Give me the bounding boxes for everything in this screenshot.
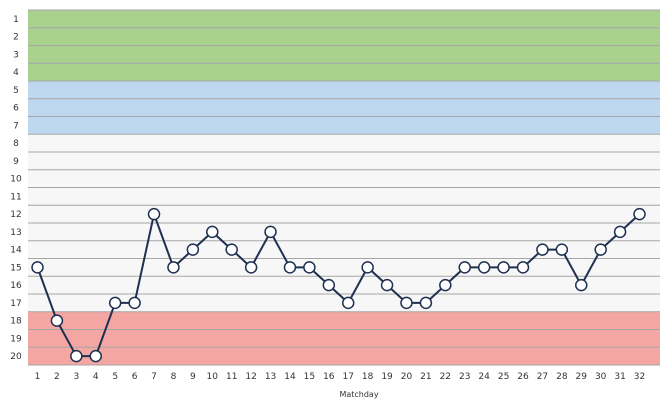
grid-lines (28, 9, 660, 366)
x-tick-label: 1 (35, 372, 41, 382)
data-point (613, 225, 627, 239)
data-point (70, 349, 83, 363)
data-point (128, 296, 141, 310)
data-point (244, 261, 258, 274)
x-tick-label: 29 (576, 372, 588, 382)
x-tick-label: 5 (112, 372, 118, 382)
x-tick-label: 24 (478, 372, 490, 382)
data-point (555, 243, 569, 256)
data-point (341, 296, 355, 310)
x-tick-label: 3 (73, 372, 79, 382)
data-point (147, 207, 161, 221)
y-tick-label: 3 (13, 50, 19, 60)
y-tick-label: 6 (13, 104, 19, 114)
data-point (477, 261, 491, 274)
y-tick-label: 9 (13, 157, 19, 167)
y-tick-label: 8 (13, 139, 19, 149)
y-tick-label: 11 (10, 192, 21, 202)
y-tick-label: 19 (10, 334, 22, 344)
x-tick-label: 2 (54, 372, 60, 382)
y-tick-label: 18 (10, 317, 22, 327)
y-tick-label: 14 (10, 246, 22, 256)
y-tick-label: 2 (13, 33, 19, 43)
x-tick-label: 30 (595, 372, 607, 382)
data-point (400, 296, 413, 310)
x-tick-label: 28 (556, 372, 568, 382)
data-point (361, 261, 374, 274)
x-tick-label: 32 (634, 372, 645, 382)
y-tick-label: 15 (10, 263, 21, 273)
x-tick-label: 14 (284, 372, 296, 382)
x-tick-label: 22 (440, 372, 451, 382)
x-tick-label: 21 (420, 372, 431, 382)
data-point (167, 261, 180, 274)
data-point (633, 207, 646, 221)
y-tick-label: 1 (13, 15, 19, 25)
data-point (225, 243, 238, 256)
data-point (516, 261, 530, 274)
x-axis-ticks: 1 2 3 4 5 6 7 8 9 10 11 12 13 14 15 16 17 18 19 20 21 22 23 24 2… (35, 372, 646, 382)
data-point (108, 296, 122, 310)
x-tick-label: 4 (93, 372, 99, 382)
data-point (594, 243, 607, 256)
data-points (31, 207, 646, 363)
y-tick-label: 4 (13, 68, 19, 78)
data-point (303, 261, 316, 274)
data-point (206, 225, 219, 239)
x-tick-label: 12 (245, 372, 256, 382)
data-point (575, 278, 588, 292)
x-tick-label: 16 (323, 372, 335, 382)
x-tick-label: 31 (614, 372, 625, 382)
x-tick-label: 11 (226, 372, 237, 382)
x-tick-label: 9 (190, 372, 196, 382)
y-tick-label: 5 (13, 86, 19, 96)
x-axis-label: Matchday (339, 390, 378, 399)
data-point (186, 243, 200, 256)
y-tick-label: 12 (10, 210, 21, 220)
y-tick-label: 7 (13, 121, 19, 131)
x-tick-label: 15 (304, 372, 315, 382)
x-tick-label: 18 (362, 372, 374, 382)
y-tick-label: 20 (10, 352, 22, 362)
x-tick-label: 27 (537, 372, 548, 382)
y-tick-label: 17 (10, 299, 21, 309)
x-tick-label: 13 (265, 372, 276, 382)
x-tick-label: 8 (171, 372, 177, 382)
zone-band-2 (28, 81, 660, 135)
data-point (50, 314, 64, 327)
data-point (419, 296, 433, 310)
x-tick-label: 17 (342, 372, 353, 382)
x-tick-label: 19 (381, 372, 393, 382)
data-point (264, 225, 277, 239)
data-point (380, 278, 394, 292)
x-tick-label: 6 (132, 372, 138, 382)
y-tick-label: 13 (10, 228, 21, 238)
x-tick-label: 23 (459, 372, 470, 382)
data-point (458, 261, 471, 274)
zone-band-4 (28, 311, 660, 365)
data-point (536, 243, 549, 256)
y-tick-label: 16 (10, 281, 22, 291)
data-point (497, 261, 510, 274)
data-point (283, 261, 297, 274)
x-tick-label: 26 (517, 372, 529, 382)
x-tick-label: 20 (401, 372, 413, 382)
y-tick-label: 10 (10, 175, 22, 185)
data-point (439, 278, 452, 292)
data-point (89, 349, 103, 363)
x-tick-label: 10 (207, 372, 219, 382)
x-tick-label: 7 (151, 372, 157, 382)
x-tick-label: 25 (498, 372, 509, 382)
data-point (31, 261, 44, 274)
data-point (322, 278, 336, 292)
